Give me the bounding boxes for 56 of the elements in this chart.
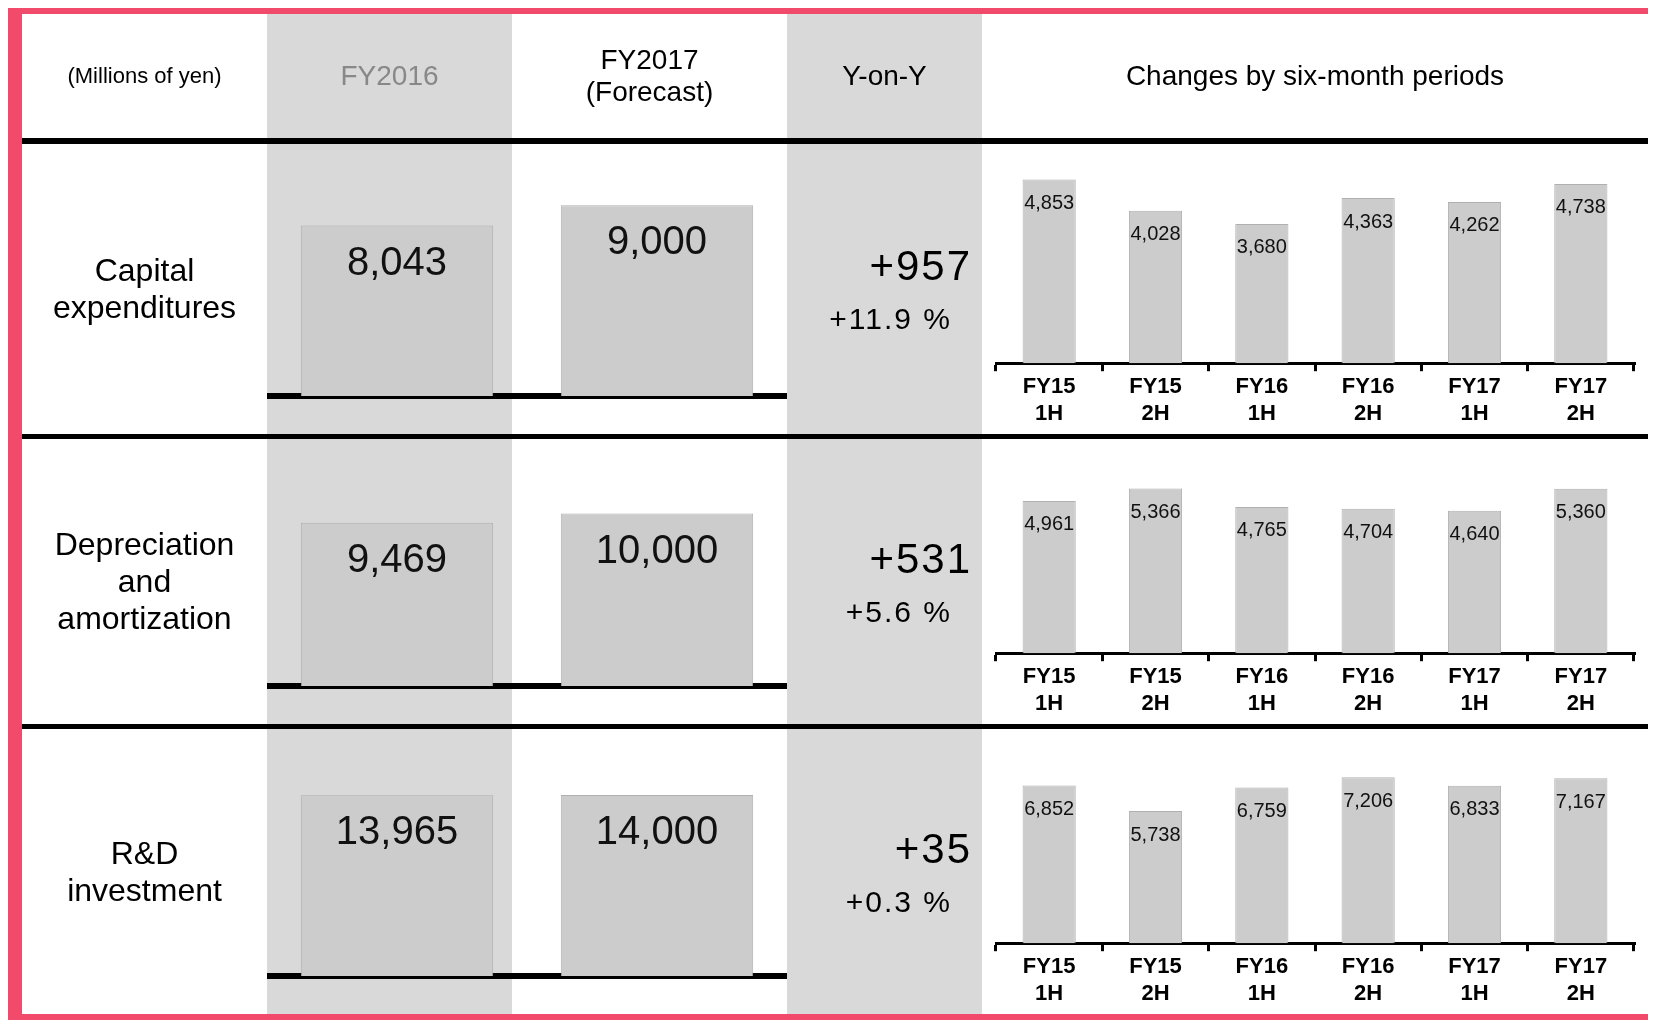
- x-tick-label: FY17 2H: [1554, 663, 1608, 715]
- x-tick-label: FY16 1H: [1235, 953, 1289, 1005]
- x-tick-label: FY2017 (Forecast): [584, 44, 715, 108]
- x-tick-label: FY2016: [339, 60, 440, 92]
- data-label: 9,469: [346, 535, 448, 580]
- text: +0.3 %: [845, 884, 952, 919]
- x-tick-label: FY16 2H: [1341, 373, 1395, 425]
- data-label: 6,833: [1449, 797, 1500, 820]
- y-axis-title: Depreciation and amortization: [53, 526, 236, 637]
- x-tick-label: FY16 2H: [1341, 663, 1395, 715]
- x-tick-label: FY16 1H: [1235, 663, 1289, 715]
- y-axis-title: Capital expenditures: [51, 252, 238, 326]
- x-tick-label: FY17 1H: [1448, 373, 1501, 425]
- x-tick-label: FY17 1H: [1448, 663, 1501, 715]
- data-label: 4,363: [1343, 209, 1394, 232]
- text: Y-on-Y: [787, 14, 982, 144]
- x-tick-label: FY15 2H: [1129, 663, 1182, 715]
- y-axis-title: R&D investment: [66, 834, 223, 909]
- data-label: 10,000: [595, 526, 719, 571]
- data-label: 14,000: [595, 807, 719, 852]
- data-label: 3,680: [1236, 235, 1287, 258]
- x-tick-label: FY17 2H: [1554, 373, 1608, 425]
- x-tick-label: FY16 2H: [1341, 953, 1395, 1005]
- x-tick-label: FY17 1H: [1448, 953, 1501, 1005]
- text: +35: [894, 824, 972, 873]
- data-label: 7,167: [1555, 789, 1606, 812]
- data-label: 4,961: [1024, 512, 1075, 535]
- data-label: 4,640: [1449, 522, 1500, 545]
- x-tick-label: FY15 2H: [1129, 373, 1182, 425]
- text: +957: [869, 242, 972, 290]
- data-label: 4,704: [1343, 520, 1394, 543]
- data-label: 8,043: [346, 238, 448, 283]
- data-label: 4,738: [1555, 195, 1606, 218]
- data-label: 6,852: [1024, 796, 1075, 819]
- data-label: 4,262: [1449, 213, 1500, 236]
- x-tick-label: FY16 1H: [1235, 373, 1289, 425]
- data-label: 5,360: [1555, 500, 1606, 523]
- data-label: 13,965: [335, 808, 459, 853]
- x-tick-label: FY15 2H: [1129, 953, 1182, 1005]
- x-tick-label: FY15 1H: [1022, 373, 1076, 425]
- data-label: 4,853: [1024, 191, 1075, 214]
- data-label: 4,028: [1130, 222, 1181, 245]
- text: +531: [869, 534, 972, 583]
- data-label: 7,206: [1343, 788, 1394, 811]
- chart-title: Changes by six-month periods: [982, 14, 1648, 144]
- data-label: 5,738: [1130, 822, 1181, 845]
- data-label: 9,000: [606, 218, 708, 263]
- x-tick-label: FY15 1H: [1022, 953, 1076, 1005]
- data-label: 4,765: [1236, 518, 1287, 541]
- x-tick-label: FY15 1H: [1022, 663, 1076, 715]
- text: (Millions of yen): [66, 63, 223, 89]
- data-label: 6,759: [1236, 799, 1287, 822]
- text: +11.9 %: [829, 302, 952, 336]
- data-label: 5,366: [1130, 499, 1181, 522]
- text: +5.6 %: [845, 594, 952, 629]
- x-tick-label: FY17 2H: [1554, 953, 1608, 1005]
